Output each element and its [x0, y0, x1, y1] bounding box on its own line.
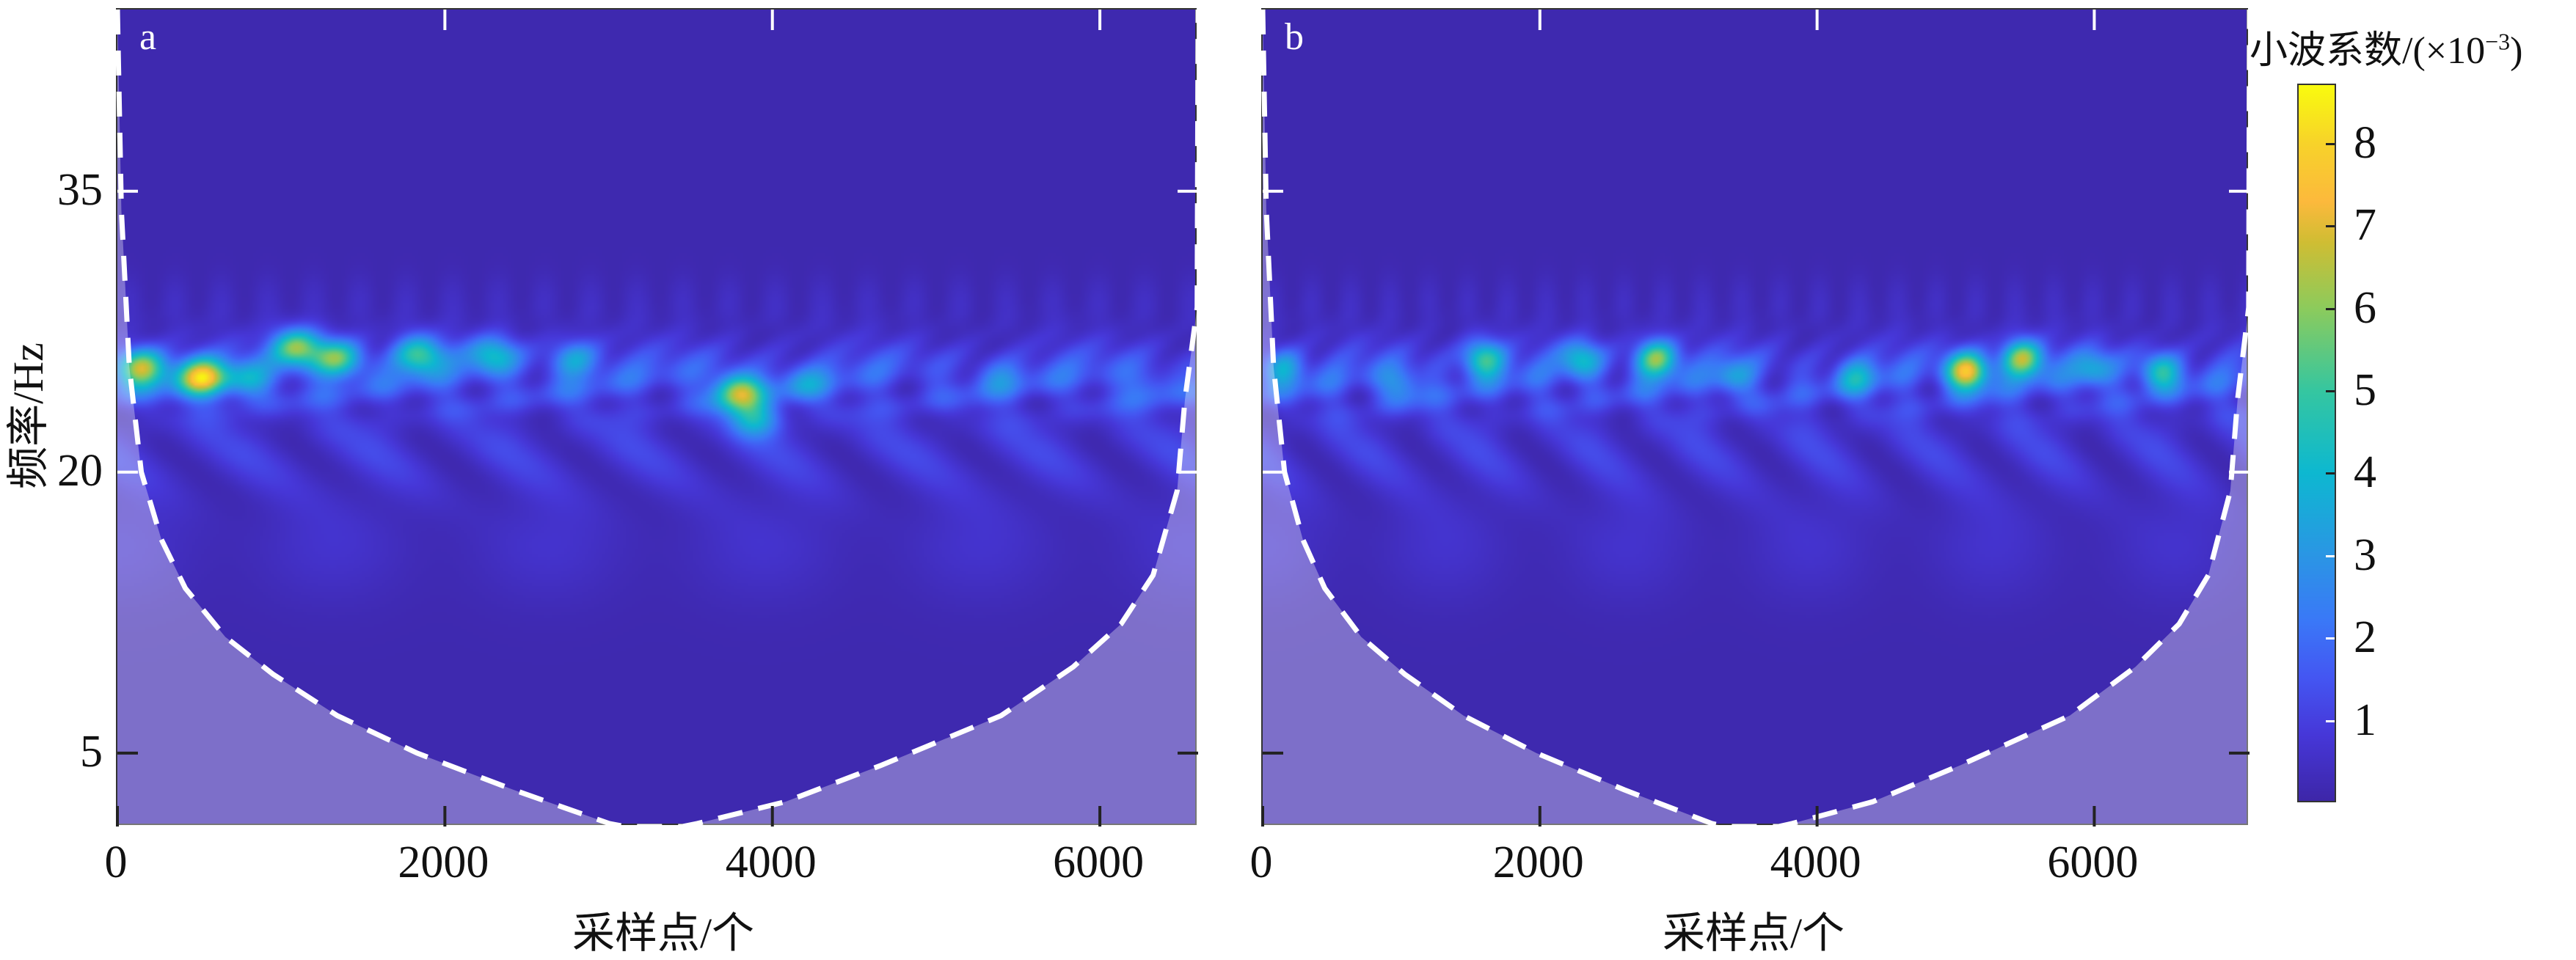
- heatmap-a: [117, 10, 1195, 824]
- colorbar-tick-label: 7: [2354, 200, 2376, 251]
- colorbar-tick-label: 5: [2354, 365, 2376, 416]
- colorbar: [2297, 84, 2336, 802]
- coi-dashed-line: [114, 9, 1201, 829]
- x-tick-label: 2000: [398, 838, 489, 887]
- x-tick-label: 0: [104, 838, 128, 887]
- coi-overlay-b: [1260, 9, 2252, 829]
- colorbar-tick: [2326, 637, 2335, 640]
- y-axis-label: 频率/Hz: [4, 342, 52, 489]
- panel-label-b: b: [1285, 16, 1304, 58]
- colorbar-tick-label: 6: [2354, 282, 2376, 333]
- colorbar-tick: [2326, 472, 2335, 475]
- y-tick-label: 20: [57, 445, 103, 496]
- colorbar-title: 小波系数/(×10−3): [2250, 19, 2522, 74]
- x-tick-label: 4000: [1770, 838, 1861, 887]
- coi-overlay-a: [114, 9, 1201, 829]
- panel-label-a: a: [139, 16, 157, 58]
- colorbar-title-exponent: −3: [2485, 28, 2511, 55]
- colorbar-title-close: ): [2510, 30, 2523, 72]
- x-tick-label: 6000: [1053, 838, 1145, 887]
- x-axis-label-b: 采样点/个: [1662, 909, 1845, 957]
- colorbar-tick-label: 3: [2354, 530, 2376, 580]
- y-tick-label: 5: [80, 726, 103, 777]
- y-tick-label: 35: [57, 164, 103, 215]
- colorbar-tick: [2326, 142, 2335, 145]
- colorbar-tick: [2326, 307, 2335, 310]
- colorbar-tick: [2326, 719, 2335, 722]
- wavelet-panel-b: b: [1260, 8, 2252, 829]
- colorbar-title-text: 小波系数/(×10: [2250, 30, 2486, 72]
- x-axis-label-a: 采样点/个: [572, 909, 755, 957]
- x-tick-label: 6000: [2047, 838, 2139, 887]
- x-tick-label: 4000: [725, 838, 817, 887]
- wavelet-panel-a: a: [114, 8, 1201, 829]
- coi-shaded-region: [117, 10, 1198, 827]
- heatmap-b: [1263, 10, 2247, 824]
- coi-shaded-region: [1263, 10, 2250, 827]
- colorbar-tick-label: 1: [2354, 695, 2376, 745]
- x-tick-label: 2000: [1492, 838, 1584, 887]
- colorbar-tick-label: 2: [2354, 612, 2376, 663]
- colorbar-tick: [2326, 390, 2335, 393]
- colorbar-tick-label: 8: [2354, 117, 2376, 168]
- x-tick-label: 0: [1249, 838, 1273, 887]
- colorbar-tick: [2326, 225, 2335, 228]
- colorbar-tick-label: 4: [2354, 447, 2376, 498]
- colorbar-tick: [2326, 554, 2335, 557]
